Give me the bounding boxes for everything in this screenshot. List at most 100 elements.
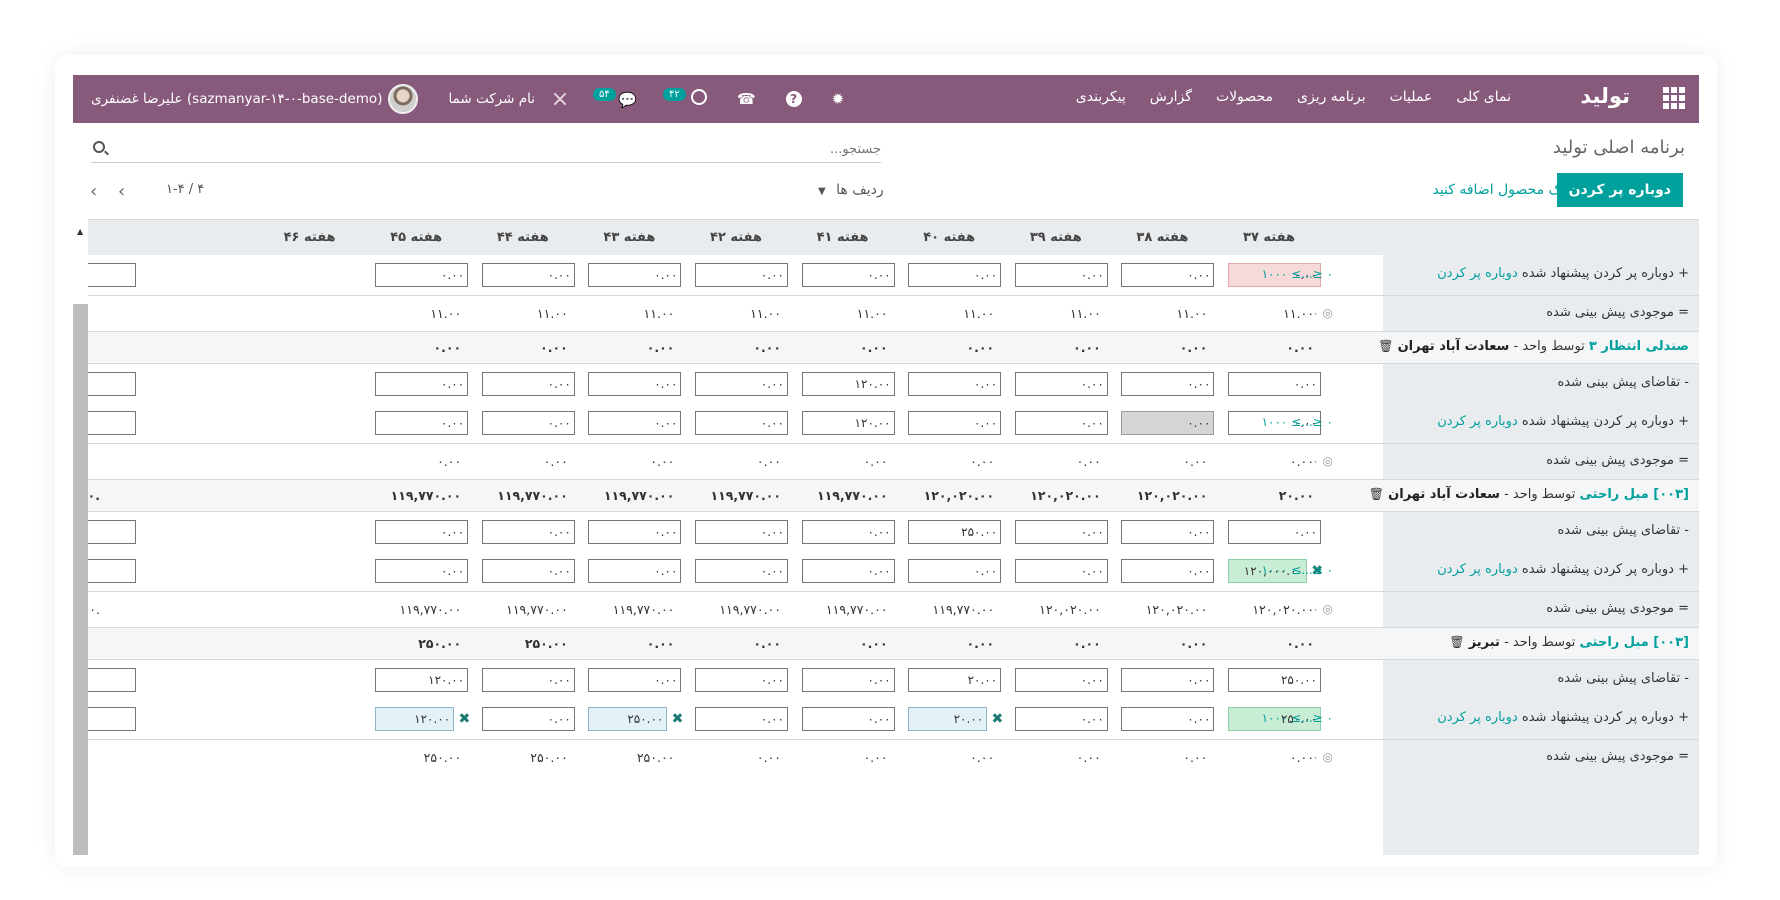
cell-input[interactable] (375, 372, 469, 396)
cell-input[interactable] (588, 559, 682, 583)
menu-products[interactable]: محصولات (1215, 89, 1274, 105)
cell-input[interactable] (801, 263, 895, 287)
trash-icon[interactable]: 🗑 (1368, 487, 1384, 501)
debug-bug-icon[interactable]: ✹ (831, 90, 845, 108)
cell-input[interactable] (908, 411, 1002, 435)
replenish-button[interactable]: دوباره پر کردن (1556, 173, 1683, 207)
cell-input[interactable] (588, 707, 668, 731)
close-icon[interactable] (553, 92, 567, 106)
cell-input[interactable] (695, 372, 788, 396)
cell-input[interactable] (695, 559, 788, 583)
cell-input[interactable] (1228, 520, 1321, 544)
cell-input[interactable] (1121, 707, 1215, 731)
cell-input[interactable] (375, 520, 469, 544)
cell-input[interactable] (481, 372, 575, 396)
cell-input[interactable] (695, 707, 788, 731)
cell-input[interactable] (1121, 372, 1215, 396)
cell-input[interactable] (801, 411, 895, 435)
cell-input[interactable] (1014, 372, 1108, 396)
cell-input[interactable] (481, 263, 575, 287)
search-input[interactable] (141, 137, 881, 161)
cell-input[interactable] (481, 668, 575, 692)
trash-icon[interactable]: 🗑 (1378, 339, 1394, 353)
rows-dropdown[interactable]: ردیف ها ▼ (818, 182, 884, 198)
cell-input[interactable] (1121, 411, 1215, 435)
cell-input[interactable] (375, 411, 469, 435)
replenish-link[interactable]: دوباره پر کردن (1437, 266, 1518, 281)
cell-input[interactable] (1228, 668, 1321, 692)
cell-input[interactable] (801, 520, 895, 544)
cell-input[interactable] (375, 707, 455, 731)
cell-input[interactable] (695, 411, 788, 435)
apps-menu-icon[interactable] (1663, 87, 1685, 109)
cell-input[interactable] (1121, 668, 1215, 692)
min-max-meter[interactable]: ۰ ≤...≥ ۱۰۰۰ (1261, 267, 1333, 281)
add-product-button[interactable]: یک محصول اضافه کنید (1432, 182, 1565, 198)
cell-input[interactable] (1121, 520, 1215, 544)
cell-input[interactable] (1228, 372, 1321, 396)
reset-icon[interactable]: ✖ (991, 711, 1004, 727)
replenish-link[interactable]: دوباره پر کردن (1437, 710, 1518, 725)
pager-next-icon[interactable]: ‹ (118, 181, 126, 202)
min-max-meter[interactable]: ۰ ≤...≥ ۱۰۰۰ (1261, 415, 1333, 429)
phone-icon[interactable]: ☎ (736, 90, 756, 108)
menu-overview[interactable]: نمای کلی (1456, 89, 1511, 105)
cell-input[interactable] (1228, 411, 1321, 435)
cell-input[interactable] (588, 411, 682, 435)
replenish-link[interactable]: دوباره پر کردن (1437, 414, 1518, 429)
cell-input[interactable] (1014, 707, 1108, 731)
cell-input[interactable] (695, 263, 788, 287)
cell-input[interactable] (908, 668, 1002, 692)
search-icon[interactable] (93, 141, 105, 153)
cell-input[interactable] (588, 520, 682, 544)
cell-input[interactable] (588, 668, 682, 692)
cell-input[interactable] (801, 372, 895, 396)
help-icon[interactable]: ? (785, 91, 802, 107)
cell-input[interactable] (1014, 411, 1108, 435)
cell-input[interactable] (375, 263, 469, 287)
cell-input[interactable] (1121, 559, 1215, 583)
reset-icon[interactable]: ✖ (458, 711, 471, 727)
product-link[interactable]: صندلی انتظار ۳ (1588, 339, 1689, 354)
cell-input[interactable] (1121, 263, 1215, 287)
cell-input[interactable] (1228, 263, 1321, 287)
app-brand[interactable]: تولید (1580, 84, 1630, 108)
min-max-meter[interactable]: ۰ ≤...≥ ۱۰۰۰ (1261, 563, 1333, 577)
activities-icon[interactable]: ۴۲ (662, 88, 707, 109)
cell-input[interactable] (375, 668, 469, 692)
pager-value[interactable]: ۱-۴ / ۴ (166, 182, 205, 197)
cell-input[interactable] (1228, 559, 1307, 583)
cell-input[interactable] (908, 707, 988, 731)
menu-planning[interactable]: برنامه ریزی (1297, 89, 1366, 105)
cell-input[interactable] (481, 520, 575, 544)
cell-input[interactable] (1228, 707, 1321, 731)
menu-operations[interactable]: عملیات (1389, 89, 1433, 105)
cell-input[interactable] (481, 707, 575, 731)
cell-input[interactable] (481, 559, 575, 583)
cell-input[interactable] (908, 520, 1002, 544)
menu-configuration[interactable]: پیکربندی (1075, 89, 1126, 105)
menu-reporting[interactable]: گزارش (1149, 89, 1192, 105)
pager-previous-icon[interactable]: ‹ (90, 181, 98, 202)
cell-input[interactable] (1014, 520, 1108, 544)
cell-input[interactable] (588, 372, 682, 396)
cell-input[interactable] (1014, 263, 1108, 287)
scrollbar-thumb[interactable] (73, 304, 88, 855)
avatar[interactable] (388, 84, 419, 114)
replenish-link[interactable]: دوباره پر کردن (1437, 562, 1518, 577)
cell-input[interactable] (908, 263, 1002, 287)
cell-input[interactable] (801, 559, 895, 583)
cell-input[interactable] (588, 263, 682, 287)
min-max-meter[interactable]: ۰ ≤...≥ ۱۰۰۰ (1261, 711, 1333, 725)
scroll-up-icon[interactable]: ▲ (77, 227, 84, 236)
cell-input[interactable] (695, 520, 788, 544)
cell-input[interactable] (1014, 668, 1108, 692)
cell-input[interactable] (801, 668, 895, 692)
cell-input[interactable] (375, 559, 469, 583)
cell-input[interactable] (1014, 559, 1108, 583)
product-link[interactable]: [۰۰۳] مبل راحتی (1579, 635, 1690, 650)
trash-icon[interactable]: 🗑 (1449, 635, 1465, 649)
cell-input[interactable] (801, 707, 895, 731)
reset-icon[interactable]: ✖ (1311, 563, 1323, 579)
cell-input[interactable] (908, 372, 1002, 396)
